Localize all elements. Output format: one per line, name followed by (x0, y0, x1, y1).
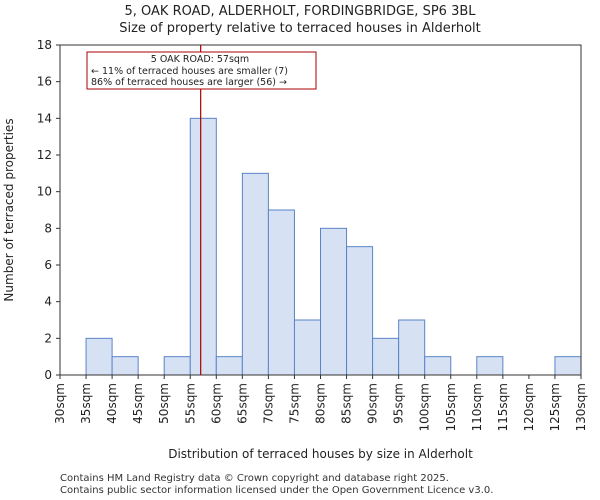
histogram-bar (372, 337, 400, 376)
histogram-bar (320, 227, 348, 376)
x-tick-label: 105sqm (444, 383, 458, 431)
x-tick-label: 45sqm (131, 383, 145, 424)
histogram-bar (241, 172, 269, 376)
x-axis-label: Distribution of terraced houses by size … (168, 447, 473, 461)
y-tick-label: 14 (37, 111, 52, 125)
histogram-bar (163, 356, 191, 376)
x-tick-label: 30sqm (53, 383, 67, 424)
histogram-bar (293, 319, 322, 376)
y-tick-label: 16 (37, 75, 52, 89)
x-tick-label: 90sqm (366, 383, 380, 424)
x-tick-label: 65sqm (235, 383, 249, 424)
footer-copyright: Contains HM Land Registry data © Crown c… (60, 473, 449, 484)
y-tick-label: 6 (44, 258, 52, 272)
x-tick-label: 75sqm (287, 383, 301, 424)
x-tick-label: 80sqm (314, 383, 328, 424)
y-tick-label: 2 (44, 331, 52, 345)
histogram-bar (476, 356, 504, 376)
x-tick-label: 60sqm (209, 383, 223, 424)
y-tick-label: 10 (37, 185, 52, 199)
histogram-bar (346, 246, 374, 376)
x-tick-label: 40sqm (105, 383, 119, 424)
y-axis-label: Number of terraced properties (2, 118, 16, 301)
histogram-bar (85, 337, 113, 376)
x-tick-label: 70sqm (261, 383, 275, 424)
y-tick-label: 18 (37, 38, 52, 52)
x-tick-label: 115sqm (496, 383, 510, 431)
histogram-bar (189, 117, 217, 376)
chart-title: 5, OAK ROAD, ALDERHOLT, FORDINGBRIDGE, S… (124, 4, 476, 19)
histogram-bar (215, 356, 243, 376)
footer-licence: Contains public sector information licen… (60, 485, 494, 496)
annotation-title: 5 OAK ROAD: 57sqm (151, 54, 249, 65)
histogram-bar (424, 356, 452, 376)
x-tick-label: 95sqm (392, 383, 406, 424)
chart-subtitle: Size of property relative to terraced ho… (119, 21, 481, 36)
x-tick-label: 85sqm (340, 383, 354, 424)
x-tick-label: 55sqm (183, 383, 197, 424)
x-tick-label: 110sqm (470, 383, 484, 431)
histogram-bar (398, 319, 426, 376)
x-tick-label: 120sqm (522, 383, 536, 431)
y-tick-label: 0 (44, 368, 52, 382)
histogram-bar (111, 356, 139, 376)
y-tick-label: 8 (44, 221, 52, 235)
x-tick-label: 35sqm (79, 383, 93, 424)
y-tick-label: 12 (37, 148, 52, 162)
x-tick-label: 125sqm (548, 383, 562, 431)
x-tick-label: 100sqm (418, 383, 432, 431)
annotation-box (86, 51, 317, 90)
x-tick-label: 50sqm (157, 383, 171, 424)
annotation-smaller: ← 11% of terraced houses are smaller (7) (91, 66, 288, 77)
y-tick-label: 4 (44, 295, 52, 309)
histogram-bar (267, 209, 295, 376)
histogram-bar (554, 356, 582, 376)
annotation-larger: 86% of terraced houses are larger (56) → (91, 77, 287, 88)
x-tick-label: 130sqm (574, 383, 588, 431)
